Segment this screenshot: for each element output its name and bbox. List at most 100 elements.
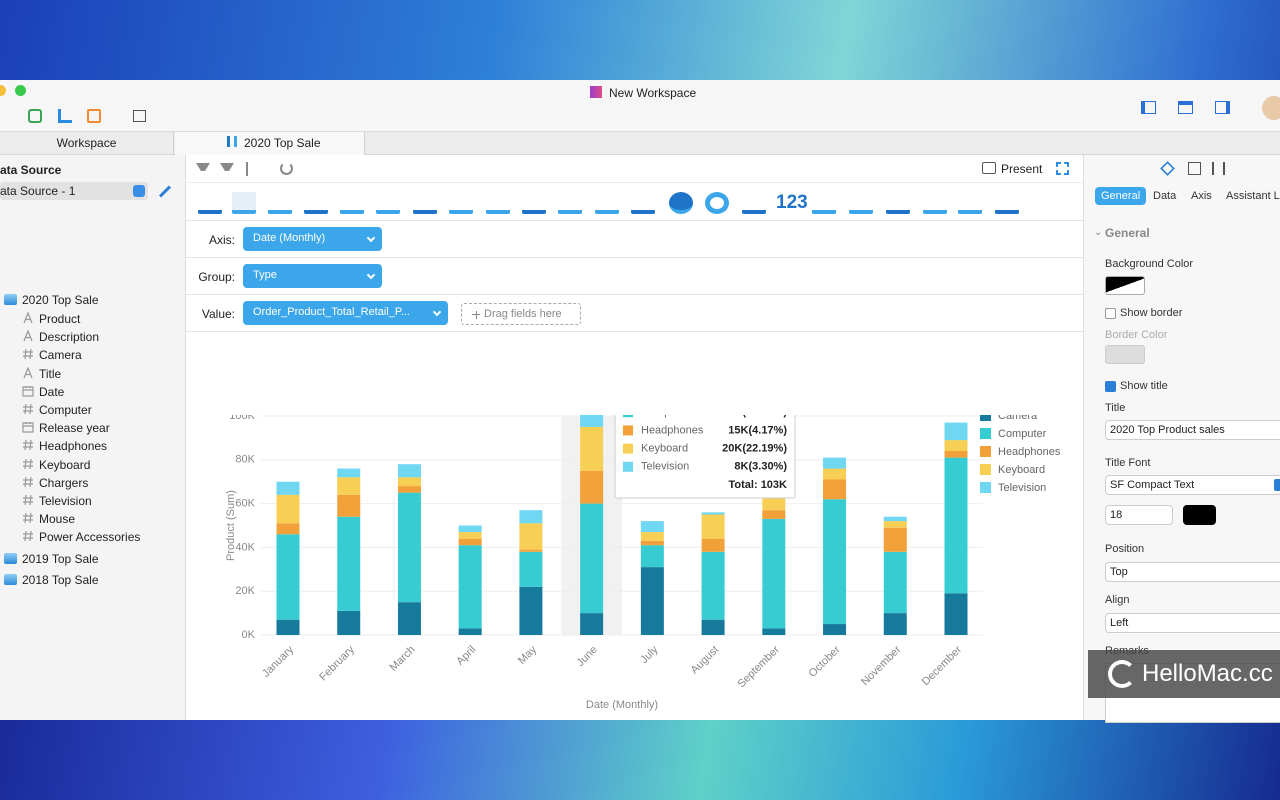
chart-type-button[interactable] xyxy=(849,192,873,214)
left-panel-toggle[interactable] xyxy=(1141,101,1156,114)
field-icon xyxy=(23,403,33,415)
chart-type-button[interactable] xyxy=(742,192,766,214)
field-node[interactable]: Camera xyxy=(22,348,82,362)
field-label: Computer xyxy=(39,403,92,417)
title-input[interactable]: 2020 Top Product sales xyxy=(1105,420,1280,440)
tooltip-name: Keyboard xyxy=(641,443,688,455)
right-panel-toggle[interactable] xyxy=(1215,101,1230,114)
x-tick-label: September xyxy=(735,643,782,690)
drop-zone[interactable]: Drag fields here xyxy=(461,303,581,325)
chart-type-button[interactable] xyxy=(304,192,328,214)
top-panel-toggle[interactable] xyxy=(1178,101,1193,114)
align-icon[interactable] xyxy=(1212,162,1225,175)
chart-type-button[interactable] xyxy=(558,192,582,214)
field-node[interactable]: Description xyxy=(22,329,99,344)
table-icon[interactable] xyxy=(87,109,101,123)
chart-type-button[interactable] xyxy=(376,192,400,214)
bar-segment xyxy=(580,415,604,427)
checkbox[interactable] xyxy=(1105,308,1116,319)
sort-icon[interactable] xyxy=(246,162,258,176)
chart-type-button[interactable] xyxy=(449,192,473,214)
window-icon[interactable] xyxy=(133,110,146,122)
field-pill[interactable]: Order_Product_Total_Retail_P... xyxy=(243,301,448,325)
field-node[interactable]: Keyboard xyxy=(22,458,90,472)
present-icon[interactable] xyxy=(982,162,996,174)
present-button[interactable]: Present xyxy=(1001,162,1043,176)
table-icon xyxy=(4,294,17,305)
color-swatch[interactable] xyxy=(1105,276,1145,295)
chart-type-button[interactable] xyxy=(198,192,222,214)
position-select[interactable]: Top xyxy=(1105,562,1280,582)
tab[interactable]: 2020 Top Sale xyxy=(175,132,365,155)
field-node[interactable]: Title xyxy=(22,365,61,381)
chart-type-button[interactable] xyxy=(232,192,256,214)
add-source-icon[interactable] xyxy=(28,109,42,123)
fullscreen-icon[interactable] xyxy=(1056,162,1069,175)
chart-type-button[interactable] xyxy=(995,192,1019,214)
chart-type-button[interactable] xyxy=(669,192,693,214)
source-select[interactable]: ata Source - 1 xyxy=(0,182,148,200)
chart-type-button[interactable] xyxy=(413,192,437,214)
x-axis-label: Date (Monthly) xyxy=(586,699,658,711)
tree-node[interactable]: 2019 Top Sale xyxy=(4,552,99,566)
chart-icon[interactable] xyxy=(58,109,72,123)
field-node[interactable]: Television xyxy=(22,494,92,508)
font-size-input[interactable]: 18 xyxy=(1105,505,1173,525)
field-label: Position xyxy=(1105,543,1145,555)
field-node[interactable]: Chargers xyxy=(22,476,88,490)
chart-type-button[interactable] xyxy=(886,192,910,214)
bar-segment xyxy=(519,523,543,550)
pill-arrow xyxy=(366,233,376,243)
color-swatch[interactable] xyxy=(1105,345,1145,364)
panel-tab[interactable]: Axis xyxy=(1191,190,1212,202)
style-icon[interactable] xyxy=(1160,161,1175,176)
filter-icon[interactable] xyxy=(196,163,210,175)
edit-icon[interactable] xyxy=(158,185,172,198)
font-select[interactable]: SF Compact Text xyxy=(1105,475,1280,495)
avatar[interactable] xyxy=(1262,96,1280,120)
field-node[interactable]: Product xyxy=(22,311,80,326)
filter-icon[interactable] xyxy=(220,163,234,175)
chart-type-button[interactable] xyxy=(522,192,546,214)
field-node[interactable]: Date xyxy=(22,385,64,399)
bar-segment xyxy=(883,527,907,552)
chart-type-button[interactable] xyxy=(486,192,510,214)
chart-type-button[interactable] xyxy=(631,192,655,214)
tree-node[interactable]: 2020 Top Sale xyxy=(4,293,99,307)
refresh-icon[interactable] xyxy=(280,162,293,175)
pill-arrow xyxy=(432,307,442,317)
chart-type-button[interactable] xyxy=(705,192,729,214)
table-icon xyxy=(4,552,17,564)
panel-tab[interactable]: General xyxy=(1095,187,1147,205)
chart-type-button[interactable] xyxy=(268,192,292,214)
field-pill-label: Order_Product_Total_Retail_P... xyxy=(253,306,410,318)
chart-type-button[interactable] xyxy=(595,192,619,214)
field-pill[interactable]: Type xyxy=(243,264,382,288)
tree-node[interactable]: 2018 Top Sale xyxy=(4,573,99,587)
field-node[interactable]: Release year xyxy=(22,421,110,435)
align-select[interactable]: Left xyxy=(1105,613,1280,633)
bar-segment xyxy=(823,479,847,500)
bar-segment xyxy=(276,481,300,495)
panel-tab[interactable]: Assistant L xyxy=(1226,190,1280,202)
chart-type-button[interactable] xyxy=(340,192,364,214)
minimize-button[interactable] xyxy=(0,85,6,96)
font-color-swatch[interactable] xyxy=(1183,505,1216,525)
chart-type-button[interactable] xyxy=(923,192,947,214)
field-node[interactable]: Headphones xyxy=(22,439,107,453)
chart-type-button[interactable] xyxy=(958,192,982,214)
field-pill[interactable]: Date (Monthly) xyxy=(243,227,382,251)
chart-type-button[interactable] xyxy=(812,192,836,214)
layout-icon[interactable] xyxy=(1188,162,1201,175)
input-value: Top xyxy=(1110,566,1128,578)
x-tick-label: November xyxy=(859,643,904,688)
number-chart-button[interactable]: 123 xyxy=(776,192,808,213)
field-node[interactable]: Power Accessories xyxy=(22,530,140,544)
field-node[interactable]: Mouse xyxy=(22,512,75,526)
field-node[interactable]: Computer xyxy=(22,403,92,417)
checkbox-checked[interactable] xyxy=(1105,381,1116,392)
zoom-button[interactable] xyxy=(15,85,26,96)
panel-tab[interactable]: Data xyxy=(1153,190,1177,202)
field-icon xyxy=(23,365,33,378)
tab[interactable]: Workspace xyxy=(0,132,174,155)
